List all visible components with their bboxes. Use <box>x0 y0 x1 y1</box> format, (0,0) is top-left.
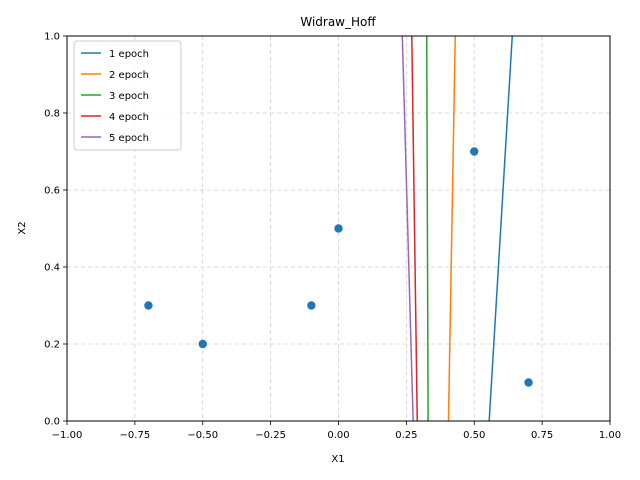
y-tick-label: 0.2 <box>44 340 60 351</box>
y-tick-label: 1.0 <box>44 32 60 43</box>
x-tick-label: 0.75 <box>531 430 553 441</box>
x-tick-label: −1.00 <box>52 430 83 441</box>
series-line-2 <box>447 35 456 422</box>
data-point <box>334 224 343 233</box>
x-tick-label: 0.25 <box>395 430 417 441</box>
y-axis-label: X2 <box>17 221 28 234</box>
decision-lines <box>401 35 514 422</box>
data-point <box>144 301 153 310</box>
legend-label: 2 epoch <box>109 70 149 81</box>
legend-label: 4 epoch <box>109 112 149 123</box>
x-axis-ticks: −1.00 −0.75 −0.50 −0.25 0.00 0.25 0.50 0.75 1.00 <box>52 421 621 441</box>
series-line-4 <box>411 35 418 422</box>
x-tick-label: 0.50 <box>463 430 485 441</box>
chart-title: Widraw_Hoff <box>300 15 376 29</box>
x-tick-label: 1.00 <box>599 430 621 441</box>
x-tick-label: 0.00 <box>327 430 349 441</box>
x-tick-label: −0.50 <box>187 430 218 441</box>
data-points <box>144 147 533 387</box>
x-axis-label: X1 <box>331 454 344 465</box>
y-tick-label: 0.0 <box>44 417 60 428</box>
y-tick-label: 0.6 <box>44 186 60 197</box>
legend: 1 epoch 2 epoch 3 epoch 4 epoch 5 epoch <box>73 40 182 151</box>
y-tick-label: 0.8 <box>44 109 60 120</box>
x-tick-label: −0.75 <box>120 430 151 441</box>
y-tick-label: 0.4 <box>44 263 60 274</box>
data-point <box>307 301 316 310</box>
series-line-5 <box>401 35 414 422</box>
series-line-3 <box>425 35 429 422</box>
y-axis-ticks: 0.0 0.2 0.4 0.6 0.8 1.0 <box>44 32 67 428</box>
series-line-1 <box>488 35 514 422</box>
data-point <box>524 378 533 387</box>
legend-label: 1 epoch <box>109 49 149 60</box>
legend-label: 5 epoch <box>109 133 149 144</box>
x-tick-label: −0.25 <box>255 430 286 441</box>
data-point <box>470 147 479 156</box>
legend-box <box>73 40 182 151</box>
legend-label: 3 epoch <box>109 91 149 102</box>
data-point <box>198 339 207 349</box>
